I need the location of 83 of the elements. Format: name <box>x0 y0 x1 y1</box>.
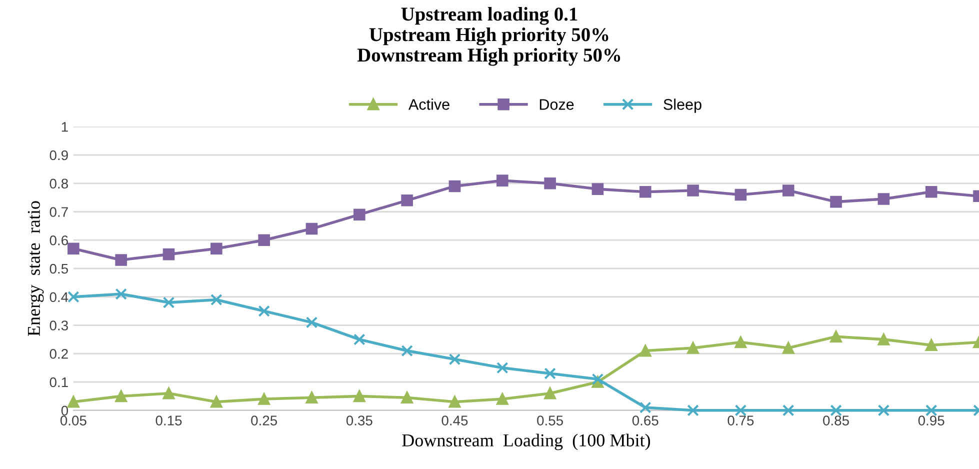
y-tick-label: 0.9 <box>50 150 68 160</box>
x-tick-label: 0.15 <box>156 416 182 426</box>
y-tick-label: 0.2 <box>50 348 68 359</box>
chart-title: Upstream loading 0.1 Upstream High priority 50% Downstream High priority 50% <box>357 7 620 66</box>
x-tick-label: 0.05 <box>60 416 86 426</box>
y-tick-label: 0.6 <box>50 235 68 246</box>
point <box>544 177 556 190</box>
legend-label: Sleep <box>664 98 702 113</box>
x-tick-label: 0.75 <box>728 416 754 426</box>
point <box>496 393 508 405</box>
point <box>639 344 652 357</box>
point <box>925 186 938 198</box>
point <box>68 290 80 303</box>
point <box>782 342 794 354</box>
x-axis-title: Downstream Loading (100 Mbit) <box>402 434 650 450</box>
point <box>306 222 318 235</box>
y-tick-label: 0.8 <box>50 178 68 189</box>
point <box>830 404 842 416</box>
point <box>448 353 461 366</box>
y-tick-label: 0.4 <box>50 292 68 302</box>
point <box>734 336 747 348</box>
x-tick-label: 0.65 <box>632 416 658 426</box>
point <box>401 392 413 404</box>
point <box>592 183 604 195</box>
point <box>830 330 842 343</box>
point <box>162 296 175 308</box>
point <box>544 387 556 400</box>
y-tick-label: 0.3 <box>50 320 68 330</box>
point <box>830 196 842 208</box>
point <box>115 254 127 266</box>
point <box>401 194 413 206</box>
point <box>878 334 890 346</box>
point <box>782 184 794 196</box>
y-axis-title: Energy state ratio <box>28 201 44 336</box>
point <box>639 402 652 414</box>
x-tick-label: 0.25 <box>251 416 278 426</box>
point <box>496 174 508 186</box>
point <box>258 234 270 246</box>
point <box>210 396 222 408</box>
point <box>878 404 890 416</box>
y-tick-label: 0.1 <box>50 377 68 388</box>
x-tick-label: 0.45 <box>442 416 468 426</box>
point <box>306 392 318 404</box>
y-tick-label: 1 <box>62 122 68 132</box>
point <box>68 242 80 255</box>
point <box>734 188 747 201</box>
point <box>401 344 413 357</box>
point <box>592 373 604 386</box>
point <box>353 334 366 346</box>
point <box>734 404 747 416</box>
point <box>258 393 270 405</box>
point <box>878 193 890 205</box>
y-tick-label: 0.7 <box>50 207 68 217</box>
point <box>115 390 127 402</box>
point <box>544 368 556 380</box>
point <box>162 248 175 260</box>
x-tick-label: 0.35 <box>346 416 372 426</box>
point <box>115 288 127 300</box>
point <box>639 186 652 198</box>
point <box>353 390 366 402</box>
point <box>210 294 222 306</box>
point <box>306 316 318 328</box>
y-tick-label: 0 <box>61 406 68 416</box>
point <box>782 404 794 416</box>
point <box>925 339 938 352</box>
point <box>353 208 366 220</box>
point <box>687 184 699 196</box>
x-tick-label: 0.95 <box>918 416 944 426</box>
y-tick-label: 0.5 <box>50 264 68 274</box>
point <box>496 362 508 374</box>
point <box>687 342 699 354</box>
point <box>687 404 699 416</box>
point <box>210 242 222 255</box>
legend-label: Doze <box>540 99 574 110</box>
point <box>162 387 175 400</box>
x-tick-label: 0.85 <box>823 416 849 426</box>
x-tick-label: 0.55 <box>537 416 563 426</box>
point <box>448 180 461 192</box>
point <box>925 404 938 416</box>
point <box>258 305 270 317</box>
point <box>68 396 80 408</box>
point <box>448 396 461 408</box>
legend-label: Active <box>408 98 450 110</box>
